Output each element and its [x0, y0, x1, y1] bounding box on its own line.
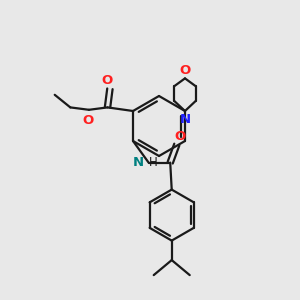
Text: O: O: [174, 130, 185, 142]
Text: N: N: [180, 113, 191, 126]
Text: H: H: [149, 155, 158, 169]
Text: O: O: [179, 64, 191, 76]
Text: O: O: [101, 74, 112, 87]
Text: N: N: [133, 155, 144, 169]
Text: O: O: [83, 114, 94, 127]
